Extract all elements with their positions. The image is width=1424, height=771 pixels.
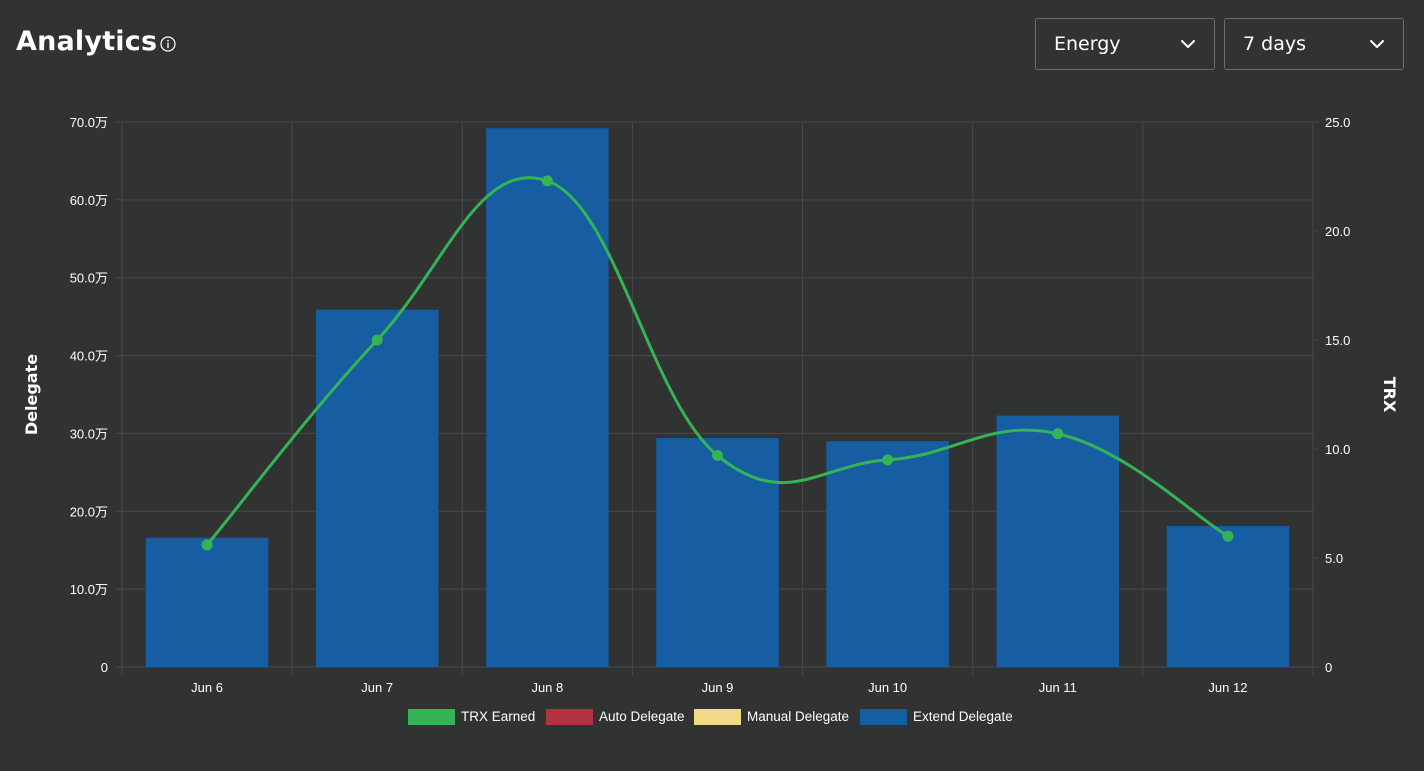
y-left-tick-label: 40.0万	[70, 349, 108, 364]
bar-extend-delegate	[996, 415, 1120, 667]
y-right-tick-label: 25.0	[1325, 115, 1350, 130]
point-trx-earned[interactable]	[541, 175, 553, 187]
y-right-tick-label: 5.0	[1325, 551, 1343, 566]
bar-extend-delegate	[656, 438, 779, 667]
point-trx-earned[interactable]	[882, 454, 894, 466]
point-trx-earned[interactable]	[371, 334, 383, 346]
point-trx-earned[interactable]	[712, 450, 723, 462]
y-left-tick-label: 20.0万	[70, 504, 108, 519]
x-tick-label: Jun 10	[868, 680, 907, 695]
legend-label[interactable]: Auto Delegate	[599, 709, 685, 724]
y-right-tick-label: 15.0	[1325, 333, 1350, 348]
x-tick-label: Jun 9	[702, 680, 734, 695]
y-left-tick-label: 30.0万	[70, 426, 108, 441]
y-right-tick-label: 10.0	[1325, 442, 1350, 457]
y-left-tick-label: 0	[101, 660, 108, 675]
resource-type-select-value: Energy	[1054, 33, 1121, 55]
x-tick-label: Jun 6	[191, 680, 223, 695]
info-circle-icon[interactable]	[160, 28, 176, 52]
y-right-axis-title: TRX	[1380, 377, 1399, 413]
bar-extend-delegate	[486, 128, 609, 667]
y-right-tick-label: 20.0	[1325, 224, 1350, 239]
y-left-tick-label: 60.0万	[70, 193, 108, 208]
page-title-text: Analytics	[16, 26, 158, 57]
legend-swatch[interactable]	[860, 709, 907, 725]
legend-label[interactable]: TRX Earned	[461, 709, 535, 724]
legend-label[interactable]: Extend Delegate	[913, 709, 1013, 724]
bar-extend-delegate	[1166, 526, 1290, 667]
y-right-tick-label: 0	[1325, 660, 1332, 675]
time-period-select[interactable]: 7 days	[1224, 18, 1404, 70]
chevron-down-icon	[1181, 40, 1195, 48]
legend-swatch[interactable]	[546, 709, 593, 725]
legend-swatch[interactable]	[694, 709, 741, 725]
bar-extend-delegate	[315, 309, 439, 667]
point-trx-earned[interactable]	[1222, 530, 1234, 542]
point-trx-earned[interactable]	[1052, 428, 1064, 440]
x-tick-label: Jun 7	[361, 680, 393, 695]
time-period-select-value: 7 days	[1243, 33, 1306, 55]
bar-extend-delegate	[826, 441, 949, 667]
y-left-tick-label: 50.0万	[70, 271, 108, 286]
x-tick-label: Jun 8	[531, 680, 563, 695]
legend-label[interactable]: Manual Delegate	[747, 709, 849, 724]
page-title: Analytics	[16, 26, 176, 57]
x-tick-label: Jun 11	[1039, 680, 1077, 695]
y-left-axis-title: Delegate	[22, 354, 41, 435]
y-left-tick-label: 70.0万	[70, 115, 108, 130]
legend-swatch[interactable]	[408, 709, 455, 725]
x-tick-label: Jun 12	[1208, 680, 1247, 695]
chevron-down-icon	[1370, 40, 1384, 48]
bar-extend-delegate	[145, 537, 269, 667]
resource-type-select[interactable]: Energy	[1035, 18, 1215, 70]
y-left-tick-label: 10.0万	[70, 582, 108, 597]
point-trx-earned[interactable]	[201, 539, 213, 551]
